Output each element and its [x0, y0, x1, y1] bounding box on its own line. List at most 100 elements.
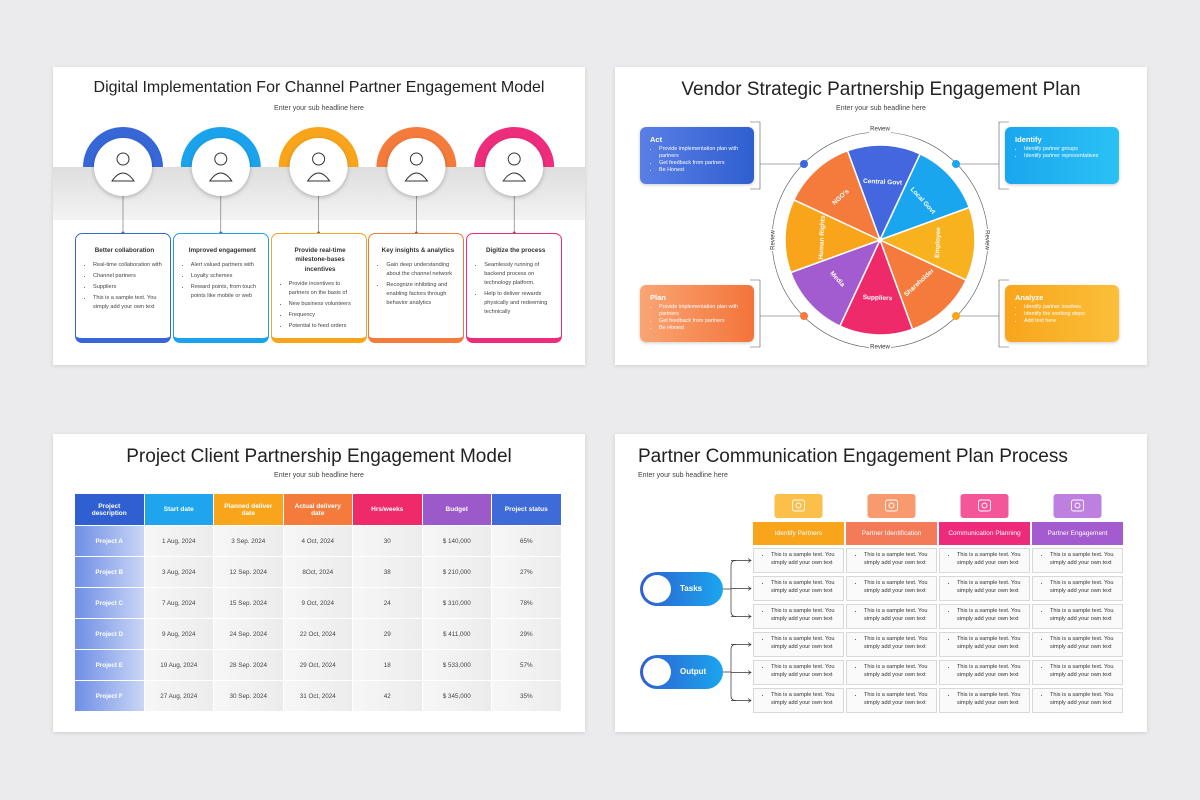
box-item: Identify partner representatives — [1024, 153, 1113, 160]
slide-communication-process: Partner Communication Engagement Plan Pr… — [615, 434, 1147, 732]
cell-list: This is a sample text. You simply add yo… — [855, 608, 932, 623]
cell-text: 29% — [519, 630, 533, 638]
cell-list: This is a sample text. You simply add yo… — [1041, 692, 1118, 707]
cell-text: 31 Oct, 2024 — [299, 692, 336, 700]
cell-text: This is a sample text. You simply add yo… — [957, 552, 1025, 567]
box-item: Be Honest — [659, 325, 748, 332]
segment-label: Human Rights — [818, 215, 827, 260]
cell-text: This is a sample text. You simply add yo… — [957, 692, 1025, 707]
icon-body — [502, 172, 527, 182]
table-cell: $ 533,000 — [422, 650, 491, 680]
box-item: Be Honest — [659, 167, 748, 174]
cell-text: 28 Sep. 2024 — [229, 661, 267, 669]
icon-head — [214, 152, 228, 166]
cell-list: This is a sample text. You simply add yo… — [948, 692, 1025, 707]
table-cell: 3 Sep. 2024 — [214, 526, 283, 556]
card-item: Alert valued partners with — [191, 261, 263, 270]
table-cell: 31 Oct, 2024 — [283, 681, 352, 711]
cell-text: This is a sample text. You simply add yo… — [1050, 692, 1118, 707]
icon-body — [111, 172, 135, 182]
table-cell: 27 Aug, 2024 — [144, 681, 213, 711]
card: Improved engagement Alert valued partners… — [172, 233, 269, 343]
segment-label: Employee — [934, 227, 942, 258]
review-bg — [869, 125, 891, 133]
card: Key insights & analytics Gain deep unders… — [368, 233, 465, 343]
card: Digitize the process Seamlessly running o… — [466, 233, 563, 343]
table-cell: 8Oct, 2024 — [283, 557, 352, 587]
card-item: New business volunteers — [289, 300, 361, 309]
cell-text: 9 Aug, 2024 — [161, 630, 196, 638]
cell-text: 7 Aug, 2024 — [161, 599, 196, 607]
icon-head — [312, 152, 326, 166]
slide-subtitle: Enter your sub headline here — [836, 105, 926, 112]
wheel-segment — [784, 198, 882, 274]
box-item: Get feedback from partners — [659, 160, 748, 167]
bracket — [956, 279, 1009, 348]
box-list: Identify partner involvesIdentify the wo… — [1015, 304, 1113, 325]
table-header-cell: Hrs/weeks — [353, 494, 422, 525]
column-header: Identify Partners — [753, 522, 844, 545]
table-header-cell: Actual delivery date — [283, 494, 352, 525]
icon-circle — [387, 138, 446, 196]
icon-circle — [94, 138, 152, 196]
review-bg — [769, 229, 777, 251]
cell-list: This is a sample text. You simply add yo… — [1041, 552, 1118, 567]
icon-head — [116, 152, 130, 166]
cell-text: This is a sample text. You simply add yo… — [771, 692, 839, 707]
column-header: Partner Engagement — [1032, 522, 1123, 545]
cell-text: This is a sample text. You simply add yo… — [864, 692, 932, 707]
cell-text: 29 Oct, 2024 — [299, 661, 336, 669]
slide-title: Partner Communication Engagement Plan Pr… — [638, 446, 1068, 467]
card-title: Digitize the process — [485, 247, 546, 254]
bracket-dot — [952, 312, 960, 320]
header-text: Communication Planning — [948, 530, 1021, 537]
box-item: Add text here — [1024, 318, 1113, 325]
cell-text: 18 — [383, 661, 391, 669]
wheel-segment — [792, 149, 882, 242]
cell-text: 15 Sep. 2024 — [229, 599, 267, 607]
box-title: Analyze — [1015, 293, 1044, 302]
cell: This is a sample text. You simply add yo… — [753, 660, 844, 685]
icon-glyph — [795, 502, 802, 509]
card-item: Help to deliver rewards physically and r… — [484, 290, 556, 317]
cell-list: This is a sample text. You simply add yo… — [762, 636, 839, 651]
table-cell: 9 Oct, 2024 — [283, 588, 352, 618]
cell-text: This is a sample text. You simply add yo… — [771, 636, 839, 651]
cell-text: 19 Aug, 2024 — [160, 661, 198, 669]
cell-text: Project E — [95, 661, 123, 669]
header-text: Identify Partners — [774, 530, 823, 537]
cell-text: 24 Sep. 2024 — [229, 630, 267, 638]
arrow — [731, 614, 752, 619]
slide-title: Vendor Strategic Partnership Engagement … — [681, 79, 1081, 100]
card-item: Provide incentives to partners on the ba… — [289, 280, 361, 298]
cell-text: 30 Sep. 2024 — [229, 692, 267, 700]
pill-icon — [643, 658, 671, 686]
cell-list: This is a sample text. You simply add yo… — [762, 580, 839, 595]
bracket-dot — [952, 160, 960, 168]
card-item: Loyalty schemes — [191, 272, 263, 281]
cell-text: 65% — [519, 537, 533, 545]
box-title: Identify — [1015, 135, 1042, 144]
cell-text: This is a sample text. You simply add yo… — [957, 664, 1025, 679]
review-label: Review — [983, 230, 989, 250]
slide-title: Project Client Partnership Engagement Mo… — [126, 446, 512, 467]
cell-text: 38 — [383, 568, 391, 576]
slide-subtitle: Enter your sub headline here — [638, 472, 728, 479]
cell: This is a sample text. You simply add yo… — [753, 576, 844, 601]
slide-graphics — [53, 127, 585, 235]
table-cell: 15 Sep. 2024 — [214, 588, 283, 618]
cell-text: 9 Oct, 2024 — [301, 599, 335, 607]
card-list: Alert valued partners with Loyalty scheme… — [182, 261, 263, 301]
card-title: Provide real-time milestone-bases incent… — [294, 247, 346, 273]
cell-text: This is a sample text. You simply add yo… — [771, 664, 839, 679]
table-cell: Project C — [75, 588, 144, 618]
table-header-cell: Budget — [422, 494, 491, 525]
table-cell: 7 Aug, 2024 — [144, 588, 213, 618]
cell-text: $ 310,000 — [442, 599, 471, 607]
table-cell: Project E — [75, 650, 144, 680]
table-cell: $ 210,000 — [422, 557, 491, 587]
cell-list: This is a sample text. You simply add yo… — [948, 552, 1025, 567]
wheel-segment — [878, 206, 976, 282]
